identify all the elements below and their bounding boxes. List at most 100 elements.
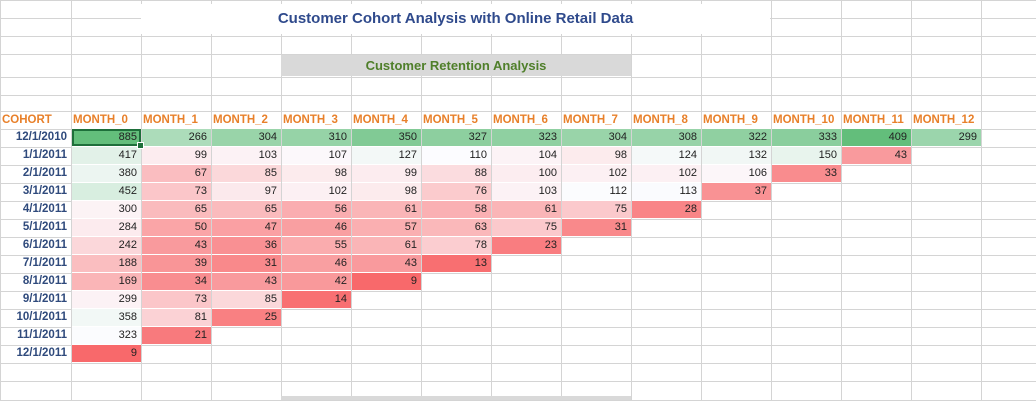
retention-cell[interactable]: 299: [72, 291, 141, 308]
column-header-month-9[interactable]: MONTH_9: [703, 114, 758, 126]
retention-cell[interactable]: 299: [912, 129, 981, 146]
retention-cell[interactable]: 98: [282, 165, 351, 182]
retention-cell[interactable]: 23: [492, 237, 561, 254]
column-header-month-11[interactable]: MONTH_11: [843, 114, 904, 126]
column-header-month-2[interactable]: MONTH_2: [213, 114, 268, 126]
retention-cell[interactable]: 9: [72, 345, 141, 362]
cohort-label[interactable]: 11/1/2011: [17, 329, 67, 341]
retention-cell[interactable]: 99: [142, 147, 211, 164]
retention-cell[interactable]: 452: [72, 183, 141, 200]
retention-cell[interactable]: 304: [212, 129, 281, 146]
retention-cell[interactable]: 127: [352, 147, 421, 164]
retention-cell[interactable]: 150: [772, 147, 841, 164]
retention-cell[interactable]: 106: [702, 165, 771, 182]
retention-cell[interactable]: 65: [212, 201, 281, 218]
retention-cell[interactable]: 50: [142, 219, 211, 236]
retention-cell[interactable]: 9: [352, 273, 421, 290]
cohort-label[interactable]: 7/1/2011: [22, 257, 67, 269]
retention-cell[interactable]: 63: [422, 219, 491, 236]
cohort-label[interactable]: 8/1/2011: [22, 275, 67, 287]
column-header-month-5[interactable]: MONTH_5: [423, 114, 478, 126]
retention-cell[interactable]: 103: [492, 183, 561, 200]
retention-cell[interactable]: 76: [422, 183, 491, 200]
retention-cell[interactable]: 73: [142, 291, 211, 308]
retention-cell[interactable]: 61: [352, 237, 421, 254]
cohort-label[interactable]: 12/1/2011: [16, 347, 67, 359]
column-header-month-8[interactable]: MONTH_8: [633, 114, 688, 126]
retention-cell[interactable]: 43: [842, 147, 911, 164]
retention-cell[interactable]: 57: [352, 219, 421, 236]
retention-cell[interactable]: 61: [492, 201, 561, 218]
column-header-month-7[interactable]: MONTH_7: [563, 114, 618, 126]
cohort-label[interactable]: 9/1/2011: [22, 293, 67, 305]
retention-cell[interactable]: 39: [142, 255, 211, 272]
retention-cell[interactable]: 36: [212, 237, 281, 254]
retention-cell[interactable]: 37: [702, 183, 771, 200]
retention-cell[interactable]: 358: [72, 309, 141, 326]
retention-cell[interactable]: 34: [142, 273, 211, 290]
retention-cell[interactable]: 43: [212, 273, 281, 290]
retention-cell[interactable]: 13: [422, 255, 491, 272]
retention-cell[interactable]: 102: [562, 165, 631, 182]
retention-cell[interactable]: 31: [212, 255, 281, 272]
retention-cell[interactable]: 25: [212, 309, 281, 326]
retention-cell[interactable]: 113: [632, 183, 701, 200]
cohort-label[interactable]: 3/1/2011: [22, 185, 67, 197]
cohort-label[interactable]: 2/1/2011: [22, 167, 67, 179]
retention-cell[interactable]: 33: [772, 165, 841, 182]
retention-cell[interactable]: 333: [772, 129, 841, 146]
retention-cell[interactable]: 132: [702, 147, 771, 164]
retention-cell[interactable]: 85: [212, 165, 281, 182]
column-header-month-10[interactable]: MONTH_10: [773, 114, 835, 126]
retention-cell[interactable]: 61: [352, 201, 421, 218]
retention-cell[interactable]: 43: [142, 237, 211, 254]
retention-cell[interactable]: 43: [352, 255, 421, 272]
retention-cell[interactable]: 31: [562, 219, 631, 236]
retention-cell[interactable]: 56: [282, 201, 351, 218]
column-header-month-3[interactable]: MONTH_3: [283, 114, 338, 126]
retention-cell[interactable]: 323: [492, 129, 561, 146]
retention-cell[interactable]: 46: [282, 255, 351, 272]
retention-cell[interactable]: 323: [72, 327, 141, 344]
retention-cell[interactable]: 75: [562, 201, 631, 218]
retention-cell[interactable]: 73: [142, 183, 211, 200]
retention-cell[interactable]: 124: [632, 147, 701, 164]
retention-cell[interactable]: 98: [352, 183, 421, 200]
column-header-cohort[interactable]: COHORT: [2, 114, 52, 126]
cohort-label[interactable]: 1/1/2011: [22, 149, 67, 161]
retention-cell[interactable]: 100: [492, 165, 561, 182]
retention-cell[interactable]: 97: [212, 183, 281, 200]
retention-cell[interactable]: 99: [352, 165, 421, 182]
column-header-month-0[interactable]: MONTH_0: [73, 114, 128, 126]
column-header-month-12[interactable]: MONTH_12: [913, 114, 975, 126]
retention-cell[interactable]: 78: [422, 237, 491, 254]
retention-cell[interactable]: 350: [352, 129, 421, 146]
retention-cell[interactable]: 308: [632, 129, 701, 146]
retention-cell[interactable]: 98: [562, 147, 631, 164]
cohort-label[interactable]: 5/1/2011: [22, 221, 67, 233]
retention-cell[interactable]: 65: [142, 201, 211, 218]
retention-cell[interactable]: 322: [702, 129, 771, 146]
retention-cell[interactable]: 107: [282, 147, 351, 164]
column-header-month-1[interactable]: MONTH_1: [143, 114, 198, 126]
retention-cell[interactable]: 85: [212, 291, 281, 308]
selected-cell[interactable]: 885: [72, 129, 141, 146]
retention-cell[interactable]: 112: [562, 183, 631, 200]
retention-cell[interactable]: 242: [72, 237, 141, 254]
column-header-month-6[interactable]: MONTH_6: [493, 114, 548, 126]
retention-cell[interactable]: 110: [422, 147, 491, 164]
retention-cell[interactable]: 103: [212, 147, 281, 164]
column-header-month-4[interactable]: MONTH_4: [353, 114, 408, 126]
cohort-label[interactable]: 10/1/2011: [16, 311, 67, 323]
retention-cell[interactable]: 266: [142, 129, 211, 146]
retention-cell[interactable]: 327: [422, 129, 491, 146]
retention-cell[interactable]: 310: [282, 129, 351, 146]
retention-cell[interactable]: 417: [72, 147, 141, 164]
retention-cell[interactable]: 14: [282, 291, 351, 308]
retention-cell[interactable]: 409: [842, 129, 911, 146]
retention-cell[interactable]: 300: [72, 201, 141, 218]
retention-cell[interactable]: 188: [72, 255, 141, 272]
retention-cell[interactable]: 58: [422, 201, 491, 218]
retention-cell[interactable]: 102: [282, 183, 351, 200]
